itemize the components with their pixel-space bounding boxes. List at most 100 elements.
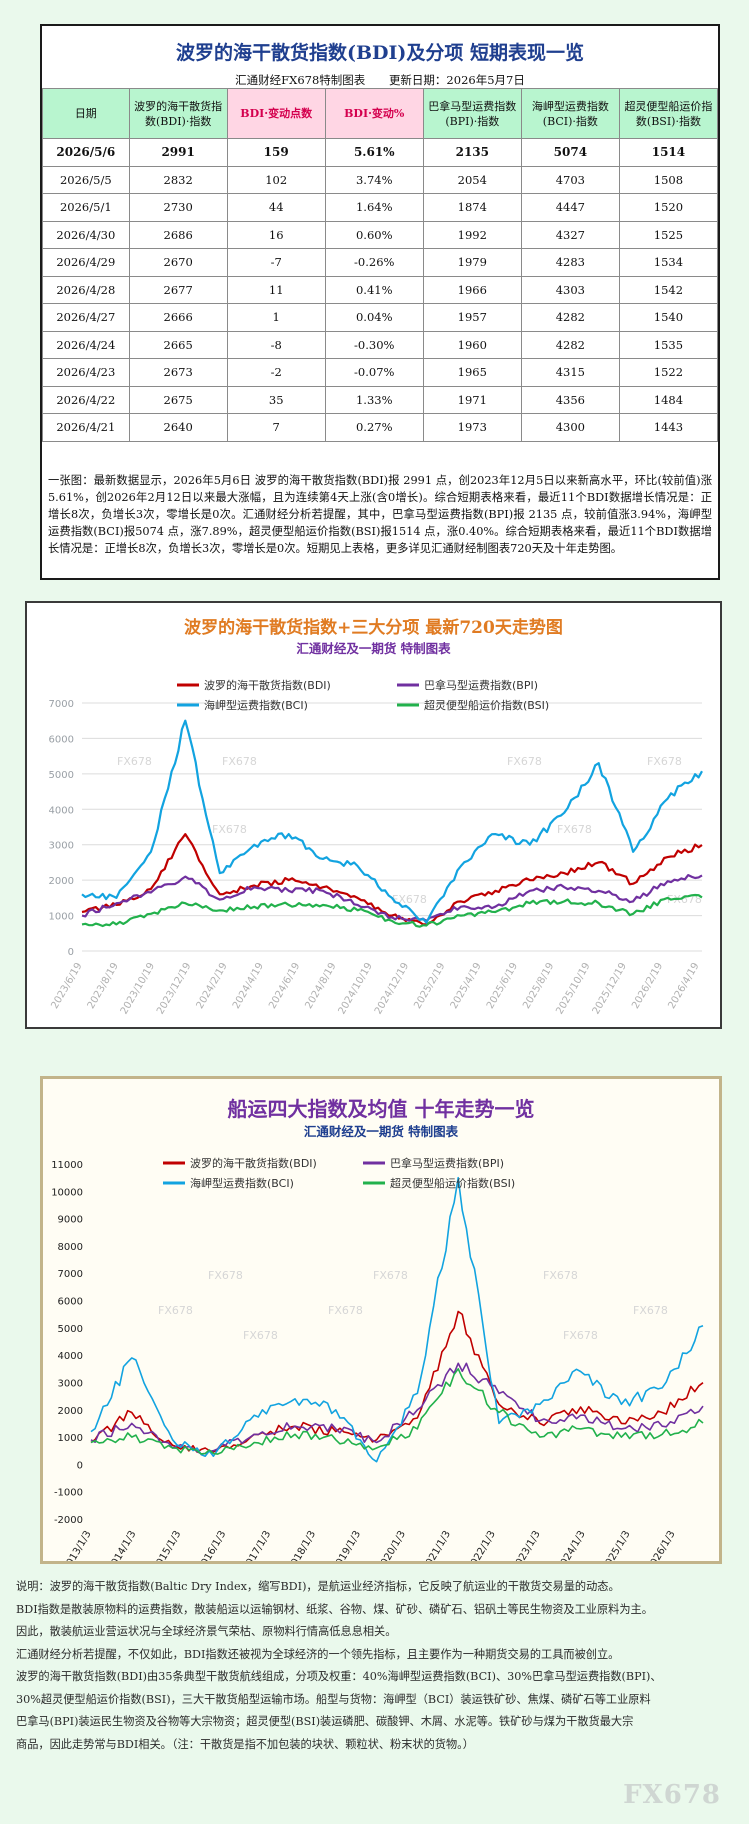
table-cell: 1973 xyxy=(422,413,522,442)
chart-720-days-panel: 波罗的海干散货指数+三大分项 最新720天走势图 汇通财经及一期货 特制图表 0… xyxy=(25,601,722,1029)
x-tick-label: 2024/12/19 xyxy=(373,961,411,1016)
chart-watermark: FX678 xyxy=(208,1269,243,1282)
table-cell: 0.27% xyxy=(324,413,424,442)
x-tick-label: 2023/6/19 xyxy=(49,961,84,1011)
y-tick-label: 1000 xyxy=(58,1433,83,1444)
table-subtitle: 汇通财经FX678特制图表 更新日期：2026年5月7日 xyxy=(42,72,718,88)
chart-watermark: FX678 xyxy=(557,823,592,836)
chart-watermark: FX678 xyxy=(328,1304,363,1317)
table-cell: 2673 xyxy=(128,358,228,387)
x-tick-label: 2023/10/19 xyxy=(119,961,157,1016)
x-tick-label: 2025/6/19 xyxy=(485,961,520,1011)
y-tick-label: -1000 xyxy=(54,1488,83,1499)
chart-2-title: 船运四大指数及均值 十年走势一览 xyxy=(227,1097,535,1121)
chart-watermark: FX678 xyxy=(543,1269,578,1282)
table-cell: 4282 xyxy=(520,303,620,332)
chart-1-title: 波罗的海干散货指数+三大分项 最新720天走势图 xyxy=(184,618,563,638)
series-line xyxy=(81,874,703,922)
table-cell: 2677 xyxy=(128,275,228,304)
x-tick-label: 2025/8/19 xyxy=(521,961,556,1011)
table-cell: 1 xyxy=(226,303,326,332)
chart-1-subtitle: 汇通财经及一期货 特制图表 xyxy=(296,641,451,656)
x-tick-label: 2024/10/19 xyxy=(337,961,375,1016)
series-line xyxy=(81,893,703,928)
table-cell: 2730 xyxy=(128,193,228,222)
y-tick-label: -2000 xyxy=(54,1515,83,1526)
table-cell: 2026/4/22 xyxy=(42,385,130,414)
brand-watermark: FX678 xyxy=(623,1780,721,1810)
table-cell: 7 xyxy=(226,413,326,442)
table-cell: 2666 xyxy=(128,303,228,332)
table-cell: 2054 xyxy=(422,165,522,194)
x-tick-label: 2018/1/3 xyxy=(286,1529,318,1561)
y-tick-label: 0 xyxy=(77,1460,83,1471)
series-line xyxy=(90,1176,704,1463)
table-cell: 1540 xyxy=(618,303,719,332)
chart-ten-year-panel: 船运四大指数及均值 十年走势一览 汇通财经及一期货 特制图表 -2000 -100… xyxy=(40,1076,722,1564)
table-cell: 1525 xyxy=(618,220,719,249)
table-cell: 1966 xyxy=(422,275,522,304)
table-cell: 1874 xyxy=(422,193,522,222)
x-tick-label: 2023/1/3 xyxy=(511,1529,543,1561)
series-line xyxy=(81,719,703,924)
table-cell: 1443 xyxy=(618,413,719,442)
table-source: 汇通财经FX678特制图表 xyxy=(235,73,366,87)
table-cell: 2026/5/5 xyxy=(42,165,130,194)
table-cell: 1965 xyxy=(422,358,522,387)
legend-label: 巴拿马型运费指数(BPI) xyxy=(390,1156,504,1170)
table-cell: 1514 xyxy=(618,138,719,167)
table-row: 2026/4/29 2670 -7 -0.26% 1979 4283 1534 xyxy=(42,248,719,277)
x-tick-label: 2024/4/19 xyxy=(231,961,266,1011)
x-tick-label: 2017/1/3 xyxy=(241,1529,273,1561)
table-cell: 2686 xyxy=(128,220,228,249)
chart-watermark: FX678 xyxy=(222,755,257,768)
table-header-cell: 海岬型运费指数(BCI)·指数 xyxy=(520,88,620,139)
chart-watermark: FX678 xyxy=(212,823,247,836)
table-header-row: 日期 波罗的海干散货指数(BDI)·指数 BDI·变动点数 BDI·变动% 巴拿马型运费… xyxy=(42,88,719,139)
chart-watermark: FX678 xyxy=(392,893,427,906)
short-term-table-panel: 波罗的海干散货指数(BDI)及分项 短期表现一览 汇通财经FX678特制图表 更… xyxy=(40,24,720,580)
y-tick-label: 2000 xyxy=(58,1406,83,1417)
series-line xyxy=(81,833,703,926)
x-tick-label: 2019/1/3 xyxy=(331,1529,363,1561)
y-tick-label: 6000 xyxy=(49,734,74,745)
y-tick-label: 3000 xyxy=(58,1378,83,1389)
table-cell: 2026/4/29 xyxy=(42,248,130,277)
legend-label: 超灵便型船运价指数(BSI) xyxy=(424,698,549,712)
table-row: 2026/5/5 2832 102 3.74% 2054 4703 1508 xyxy=(42,165,719,194)
table-cell: 2026/5/1 xyxy=(42,193,130,222)
table-cell: 1508 xyxy=(618,165,719,194)
x-tick-label: 2023/8/19 xyxy=(86,961,121,1011)
table-cell: 4282 xyxy=(520,330,620,359)
table-header-cell: 巴拿马型运费指数(BPI)·指数 xyxy=(422,88,522,139)
x-tick-label: 2026/2/19 xyxy=(630,961,665,1011)
table-row: 2026/4/23 2673 -2 -0.07% 1965 4315 1522 xyxy=(42,358,719,387)
table-cell: 16 xyxy=(226,220,326,249)
table-cell: 1992 xyxy=(422,220,522,249)
table-cell: 2640 xyxy=(128,413,228,442)
bdi-table: 日期 波罗的海干散货指数(BDI)·指数 BDI·变动点数 BDI·变动% 巴拿马型运费… xyxy=(42,88,719,442)
table-cell: 2832 xyxy=(128,165,228,194)
y-tick-label: 4000 xyxy=(58,1351,83,1362)
x-tick-label: 2025/1/3 xyxy=(601,1529,633,1561)
x-tick-label: 2013/1/3 xyxy=(62,1529,94,1561)
x-tick-label: 2024/2/19 xyxy=(195,961,230,1011)
table-cell: -0.30% xyxy=(324,330,424,359)
legend-label: 海岬型运费指数(BCI) xyxy=(190,1176,294,1190)
table-cell: -0.07% xyxy=(324,358,424,387)
legend-label: 海岬型运费指数(BCI) xyxy=(204,698,308,712)
table-cell: 1.64% xyxy=(324,193,424,222)
table-row: 2026/5/6 2991 159 5.61% 2135 5074 1514 xyxy=(42,138,719,167)
table-row: 2026/4/27 2666 1 0.04% 1957 4282 1540 xyxy=(42,303,719,332)
table-cell: -8 xyxy=(226,330,326,359)
chart-watermark: FX678 xyxy=(117,755,152,768)
x-tick-label: 2025/12/19 xyxy=(591,961,629,1016)
x-tick-label: 2026/1/3 xyxy=(646,1529,678,1561)
footer-line: 汇通财经分析若提醒，不仅如此，BDI指数还被视为全球经济的一个领先指标，且主要作… xyxy=(16,1647,620,1661)
footer-line: 波罗的海干散货指数(BDI)由35条典型干散货航线组成，分项及权重：40%海岬型… xyxy=(16,1670,662,1683)
x-tick-label: 2026/4/19 xyxy=(666,961,701,1011)
footer-line: 因此，散装航运业营运状况与全球经济景气荣枯、原物料行情高低息息相关。 xyxy=(16,1625,397,1638)
table-cell: 2991 xyxy=(128,138,228,167)
table-cell: 1.33% xyxy=(324,385,424,414)
x-tick-label: 2023/12/19 xyxy=(155,961,193,1016)
